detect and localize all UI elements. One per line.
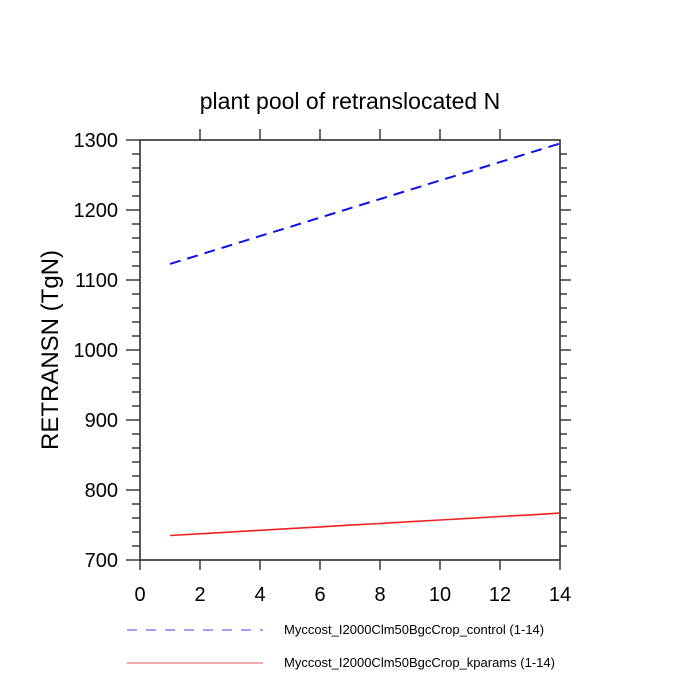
- y-tick-label: 1100: [75, 270, 118, 292]
- x-tick-label: 8: [374, 584, 385, 606]
- legend-label-kparams: Myccost_I2000Clm50BgcCrop_kparams (1-14): [284, 655, 555, 670]
- x-tick-label: 2: [194, 584, 205, 606]
- x-tick-label: 6: [314, 584, 325, 606]
- legend-line-sample-kparams: [127, 662, 263, 664]
- x-tick-label: 10: [429, 584, 451, 606]
- y-axis-title: RETRANSN (TgN): [37, 249, 64, 451]
- x-tick-label: 12: [489, 584, 511, 606]
- control-series-line: [169, 142, 561, 265]
- y-tick-label: 900: [85, 410, 118, 432]
- legend-line-sample-control: [127, 629, 263, 631]
- kparams-series-line: [169, 512, 561, 537]
- x-tick-label: 14: [549, 584, 571, 606]
- chart-title: plant pool of retranslocated N: [199, 88, 501, 114]
- y-tick-label: 700: [85, 550, 118, 572]
- y-tick-label: 800: [85, 480, 118, 502]
- y-tick-label: 1200: [74, 200, 119, 222]
- x-tick-label: 4: [254, 584, 265, 606]
- x-tick-label: 0: [134, 584, 145, 606]
- y-tick-label: 1000: [74, 340, 119, 362]
- plot-frame: [139, 139, 561, 561]
- y-tick-label: 1300: [74, 130, 119, 152]
- legend-label-control: Myccost_I2000Clm50BgcCrop_control (1-14): [284, 622, 545, 637]
